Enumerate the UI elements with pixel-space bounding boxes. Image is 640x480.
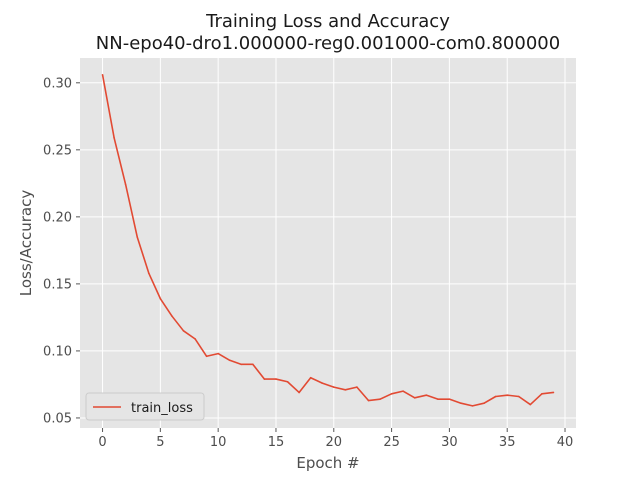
plot-area xyxy=(80,58,576,428)
y-tick-label: 0.10 xyxy=(43,344,72,359)
data-point xyxy=(113,136,115,139)
y-tick-label: 0.25 xyxy=(43,143,72,158)
data-point xyxy=(425,394,428,396)
series-line-train-loss xyxy=(101,74,554,407)
data-point xyxy=(321,382,324,384)
data-point xyxy=(228,359,231,362)
legend-box xyxy=(85,392,205,421)
data-point xyxy=(494,395,497,398)
data-point xyxy=(483,402,485,404)
data-point xyxy=(124,183,127,186)
data-point xyxy=(517,395,520,398)
x-tick-label: 30 xyxy=(441,435,458,450)
data-point xyxy=(217,352,219,355)
data-point xyxy=(332,386,335,388)
x-tick-label: 35 xyxy=(499,435,516,450)
chart-title: Training Loss and Accuracy xyxy=(205,11,450,32)
data-point xyxy=(390,393,393,395)
data-point xyxy=(356,386,358,388)
data-point xyxy=(275,378,277,380)
legend-label-train-loss: train_loss xyxy=(131,401,193,416)
ticks: 0 5 10 15 20 25 30 35 40 0.05 0.10 0.15 0.20 0.25 0.30 xyxy=(43,76,573,450)
grid xyxy=(80,58,576,428)
data-point xyxy=(413,397,416,399)
data-point xyxy=(402,390,404,392)
legend: train_loss xyxy=(85,392,205,421)
data-point xyxy=(460,402,462,404)
y-tick-label: 0.05 xyxy=(43,411,72,426)
x-tick-label: 10 xyxy=(210,435,227,450)
data-point xyxy=(541,393,543,395)
data-point xyxy=(171,315,173,317)
y-axis-label: Loss/Accuracy xyxy=(17,190,35,297)
data-point xyxy=(240,363,243,366)
x-tick-label: 20 xyxy=(326,435,343,450)
data-point xyxy=(437,398,439,400)
data-point xyxy=(101,73,104,76)
data-point xyxy=(298,391,300,394)
x-tick-label: 5 xyxy=(156,435,164,450)
data-point xyxy=(159,297,162,300)
data-point xyxy=(506,394,509,396)
x-tick-label: 15 xyxy=(268,435,285,450)
data-point xyxy=(182,330,185,332)
data-point xyxy=(147,272,150,274)
series-layer xyxy=(101,73,555,407)
y-tick-label: 0.15 xyxy=(43,277,72,292)
x-axis-label: Epoch # xyxy=(296,454,359,472)
y-tick-label: 0.20 xyxy=(43,210,72,225)
chart-subtitle: NN-epo40-dro1.000000-reg0.001000-com0.80… xyxy=(96,33,560,54)
data-point xyxy=(309,376,312,379)
data-point xyxy=(263,378,266,380)
data-point xyxy=(529,403,532,406)
data-point xyxy=(552,391,555,394)
data-point xyxy=(344,388,347,391)
x-tick-label: 40 xyxy=(557,435,574,450)
data-point xyxy=(367,399,370,402)
data-point xyxy=(252,363,254,366)
x-tick-label: 25 xyxy=(383,435,400,450)
data-point xyxy=(136,236,139,238)
data-point xyxy=(448,398,451,400)
data-point xyxy=(471,405,474,407)
data-point xyxy=(194,338,196,340)
data-point xyxy=(286,380,289,383)
x-tick-label: 0 xyxy=(98,435,106,450)
data-point xyxy=(205,355,208,358)
data-point xyxy=(379,398,381,400)
y-tick-label: 0.30 xyxy=(43,76,72,91)
